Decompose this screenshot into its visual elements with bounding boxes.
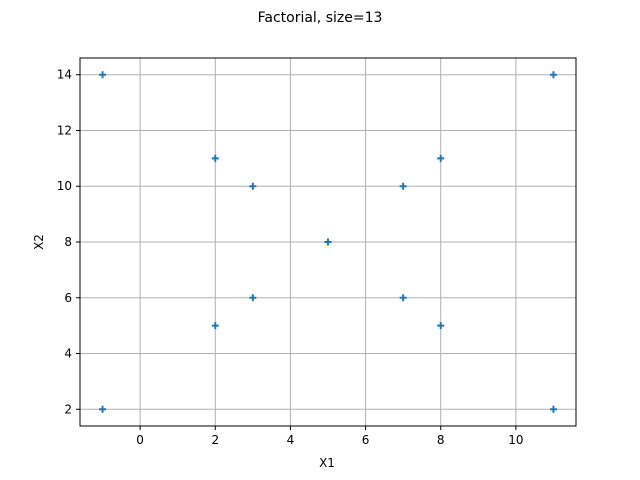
x-tick-label: 0 [136,433,144,447]
y-tick-label: 12 [57,123,72,137]
y-axis-label: X2 [32,234,46,250]
data-point-plus-marker [549,405,557,413]
y-tick-label: 14 [57,68,72,82]
data-point-plus-marker [324,238,332,246]
chart-title: Factorial, size=13 [258,10,383,26]
data-point-plus-marker [249,294,257,302]
data-point-plus-marker [437,322,445,330]
grid-lines [80,58,576,426]
x-tick-label: 10 [508,433,523,447]
y-tick-label: 10 [57,179,72,193]
y-tick-label: 2 [64,402,72,416]
y-tick-label: 4 [64,347,72,361]
data-point-plus-marker [249,182,257,190]
data-point-plus-marker [549,71,557,79]
x-tick-label: 8 [437,433,445,447]
x-tick-label: 4 [287,433,295,447]
data-point-plus-marker [211,154,219,162]
data-point-plus-marker [99,71,107,79]
data-point-plus-marker [399,182,407,190]
data-point-plus-marker [99,405,107,413]
x-tick-label: 2 [211,433,219,447]
data-point-plus-marker [437,154,445,162]
y-axis: 2 4 6 8 10 12 14 [57,68,80,416]
data-point-plus-marker [211,322,219,330]
y-tick-label: 8 [64,235,72,249]
x-axis: 0 2 4 6 8 10 [136,426,524,447]
data-points [99,71,557,413]
x-tick-label: 6 [362,433,370,447]
y-tick-label: 6 [64,291,72,305]
data-point-plus-marker [399,294,407,302]
x-axis-label: X1 [319,456,335,470]
